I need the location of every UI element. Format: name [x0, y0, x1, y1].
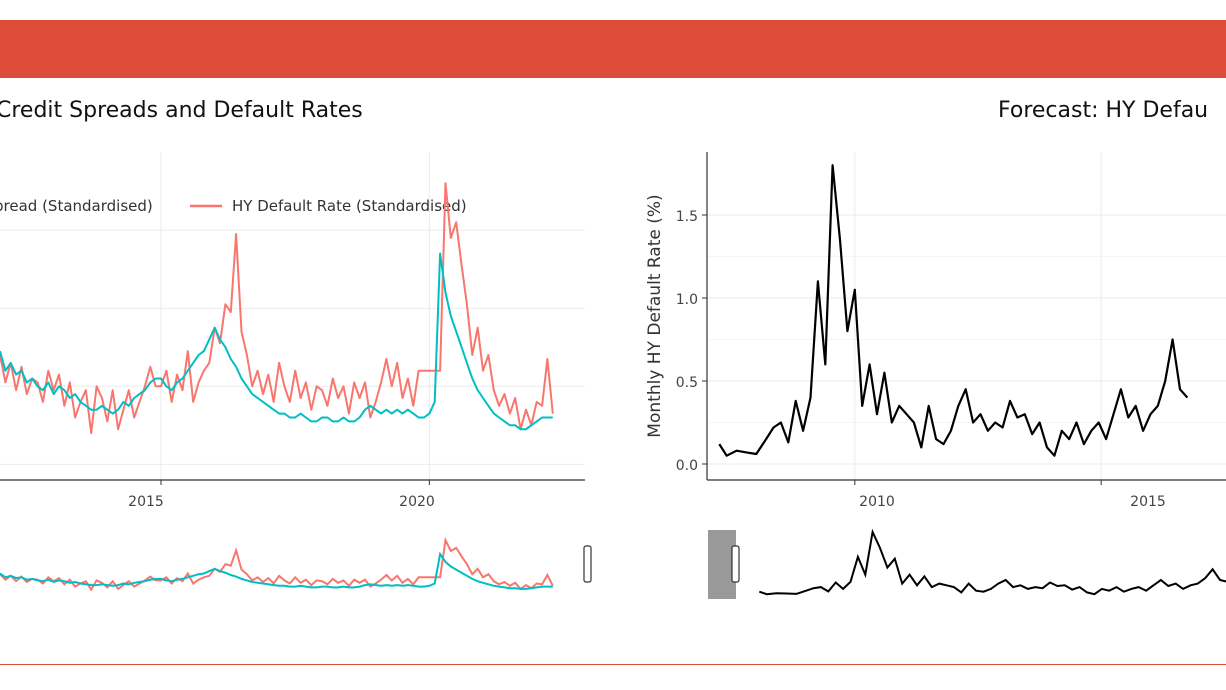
right-range-slider[interactable] [758, 528, 1226, 596]
right-y-tick-label: 1.5 [676, 209, 698, 225]
left-legend: pread (Standardised) HY Default Rate (St… [0, 197, 467, 215]
right-y-tick-label: 0.5 [676, 375, 698, 391]
right-x-tick-label: 2015 [1130, 494, 1166, 510]
right-y-axis-label: Monthly HY Default Rate (%) [645, 194, 665, 437]
slider-series-line [0, 551, 553, 590]
legend-label-default-rate: HY Default Rate (Standardised) [232, 197, 467, 215]
left-chart-marks [0, 182, 554, 435]
left-x-tick-label: 2015 [128, 494, 164, 510]
chart-title-left: Credit Spreads and Default Rates [0, 98, 363, 123]
left-x-tick-label: 2020 [399, 494, 435, 510]
header-bar [0, 20, 1226, 78]
right-range-slider-handle[interactable] [731, 545, 740, 583]
series-line-spread [0, 252, 553, 431]
chart-title-right: Forecast: HY Defau [998, 98, 1209, 123]
legend-label-spread: pread (Standardised) [0, 197, 153, 215]
right-chart-marks [718, 164, 1189, 457]
left-range-slider[interactable] [0, 536, 554, 592]
right-x-tick-label: 2010 [859, 494, 895, 510]
series-line-default-rate [718, 164, 1189, 457]
bottom-divider [0, 664, 1226, 665]
right-y-tick-label: 0.0 [676, 458, 698, 474]
right-y-tick-label: 1.0 [676, 292, 698, 308]
slider-series-line [0, 536, 554, 592]
series-line-default-rate [0, 182, 554, 435]
slider-series-line [758, 528, 1226, 596]
right-chart-grid [702, 152, 1226, 485]
left-range-slider-handle[interactable] [583, 545, 592, 583]
right-range-slider-mask [708, 530, 736, 599]
